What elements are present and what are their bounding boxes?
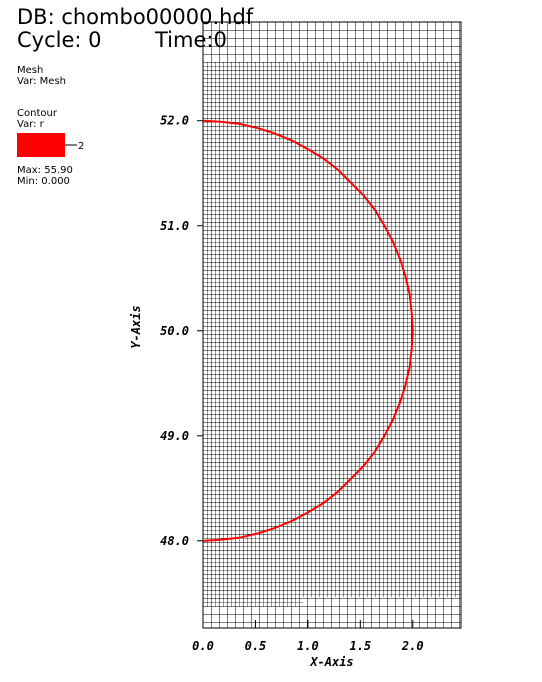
x-tick-label: 0.0 xyxy=(192,639,214,653)
legend-level: 2 xyxy=(78,141,84,152)
legend-min: Min: 0.000 xyxy=(17,176,70,187)
x-axis-label: X-Axis xyxy=(309,655,353,669)
legend-var: Var: Mesh xyxy=(17,76,66,87)
y-tick-label: 48.0 xyxy=(160,534,189,548)
y-tick-label: 49.0 xyxy=(160,429,189,443)
legend-title: Mesh xyxy=(17,65,43,76)
contour-line xyxy=(202,119,414,542)
fine-mesh xyxy=(203,597,303,607)
legend-swatch xyxy=(17,133,65,157)
cycle-label: Cycle: 0 xyxy=(17,28,102,52)
y-tick-label: 52.0 xyxy=(160,114,189,128)
plot-frame xyxy=(202,21,462,629)
fine-mesh xyxy=(203,62,461,597)
x-tick-label: 1.5 xyxy=(349,639,371,653)
legend-title: Contour xyxy=(17,108,58,119)
time-label: Time:0 xyxy=(154,28,227,52)
x-tick-label: 2.0 xyxy=(401,639,424,653)
x-tick-label: 0.5 xyxy=(245,639,267,653)
y-tick-label: 51.0 xyxy=(160,219,189,233)
db-label: DB: chombo00000.hdf xyxy=(17,5,254,29)
y-axis-label: Y-Axis xyxy=(129,305,143,348)
x-tick-label: 1.0 xyxy=(297,639,319,653)
y-tick-label: 50.0 xyxy=(160,324,189,338)
legend-max: Max: 55.90 xyxy=(17,165,73,176)
legend-var: Var: r xyxy=(17,119,45,130)
